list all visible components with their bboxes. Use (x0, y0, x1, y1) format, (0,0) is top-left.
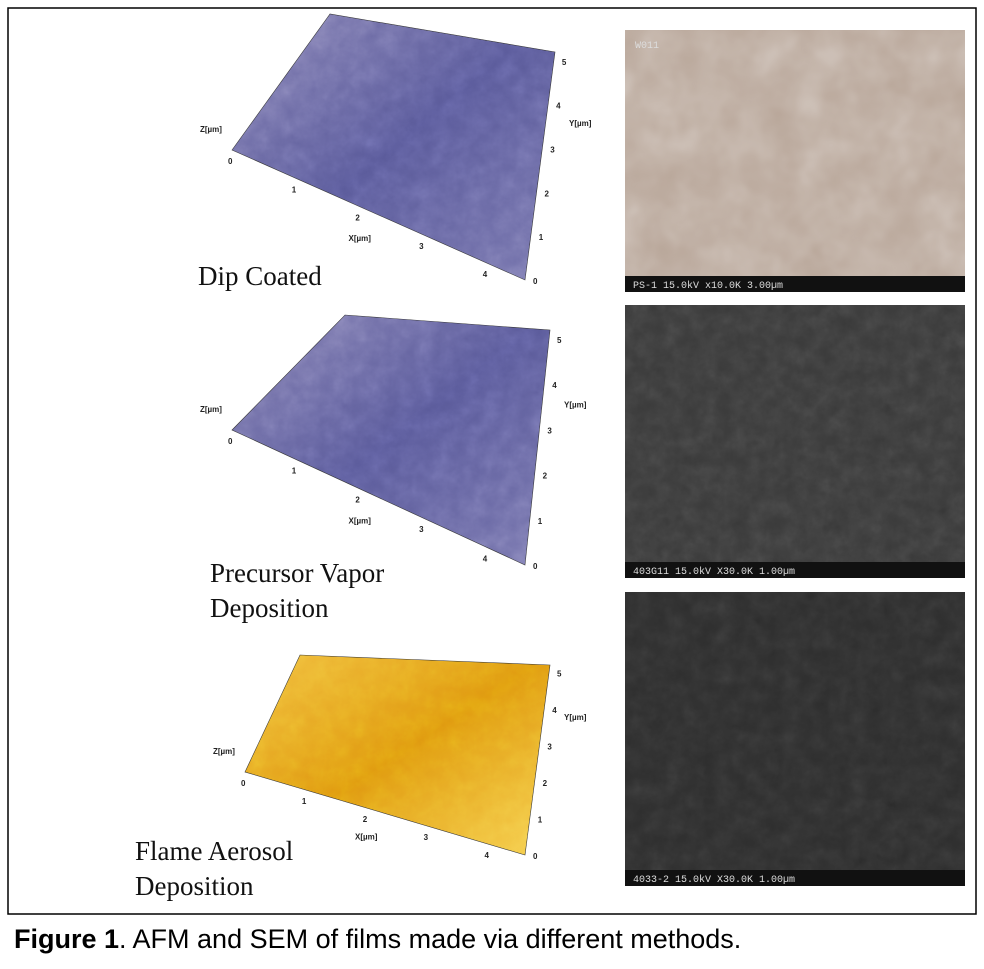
y-tick-label: 5 (562, 58, 567, 67)
panel-label: Deposition (135, 871, 254, 901)
sem-image: 4033-2 15.0kV X30.0K 1.00µm (625, 592, 965, 886)
y-tick-label: 3 (547, 742, 552, 751)
y-tick-label: 3 (550, 145, 555, 154)
x-tick-label: 4 (483, 554, 488, 563)
y-tick-label: 0 (533, 852, 538, 861)
y-tick-label: 1 (538, 815, 543, 824)
x-tick-label: 0 (241, 779, 246, 788)
y-axis-title: Y[µm] (569, 119, 592, 128)
y-tick-label: 5 (557, 669, 562, 678)
y-tick-label: 2 (545, 189, 550, 198)
y-tick-label: 1 (538, 517, 543, 526)
y-tick-label: 0 (533, 277, 538, 286)
sem-texture (625, 305, 965, 578)
z-axis-title: Z[µm] (213, 747, 235, 756)
afm-texture (232, 14, 555, 280)
y-tick-label: 2 (543, 472, 548, 481)
x-tick-label: 0 (228, 157, 233, 166)
caption-text: . AFM and SEM of films made via differen… (119, 924, 741, 954)
z-axis-title: Z[µm] (200, 405, 222, 414)
sem-texture (625, 592, 965, 886)
x-tick-label: 4 (483, 270, 488, 279)
y-tick-label: 1 (539, 233, 544, 242)
x-axis-title: X[µm] (355, 833, 378, 842)
x-axis-title: X[µm] (349, 234, 372, 243)
z-axis-title: Z[µm] (200, 125, 222, 134)
panel-label: Dip Coated (198, 261, 322, 291)
y-axis-title: Y[µm] (564, 401, 587, 410)
sem-image: 403G11 15.0kV X30.0K 1.00µm (625, 305, 965, 578)
sem-info: 403G11 15.0kV X30.0K 1.00µm (633, 566, 795, 578)
x-tick-label: 2 (355, 214, 360, 223)
afm-image: X[µm] Y[µm] Z[µm] 0 1 2 3 4 0 1 2 3 4 5 (200, 14, 592, 286)
caption-label: Figure 1 (14, 924, 119, 954)
y-tick-label: 4 (556, 102, 561, 111)
x-tick-label: 4 (484, 851, 489, 860)
sem-info: 4033-2 15.0kV X30.0K 1.00µm (633, 874, 795, 886)
y-tick-label: 4 (552, 381, 557, 390)
page: X[µm] Y[µm] Z[µm] 0 1 2 3 4 0 1 2 3 4 5 Dip Coated PS-1… (0, 0, 984, 969)
y-axis-title: Y[µm] (564, 713, 587, 722)
panel-label: Deposition (210, 593, 329, 623)
x-tick-label: 3 (419, 525, 424, 534)
x-tick-label: 2 (355, 496, 360, 505)
x-tick-label: 3 (419, 242, 424, 251)
sem-id: W011 (635, 41, 659, 52)
x-axis-title: X[µm] (349, 517, 372, 526)
x-tick-label: 2 (363, 815, 368, 824)
caption: Figure 1. AFM and SEM of films made via … (14, 924, 741, 955)
afm-texture (245, 655, 550, 855)
sem-info: PS-1 15.0kV x10.0K 3.00µm (633, 280, 783, 292)
afm-texture (232, 315, 550, 565)
y-tick-label: 4 (552, 706, 557, 715)
x-tick-label: 3 (424, 833, 429, 842)
panel-label: Precursor Vapor (210, 558, 384, 588)
x-tick-label: 1 (292, 185, 297, 194)
afm-image: X[µm] Y[µm] Z[µm] 0 1 2 3 4 0 1 2 3 4 5 (213, 655, 587, 861)
afm-image: X[µm] Y[µm] Z[µm] 0 1 2 3 4 0 1 2 3 4 5 (200, 315, 587, 571)
y-tick-label: 2 (543, 779, 548, 788)
y-tick-label: 3 (547, 426, 552, 435)
sem-texture (625, 30, 965, 292)
x-tick-label: 0 (228, 437, 233, 446)
y-tick-label: 0 (533, 562, 538, 571)
x-tick-label: 1 (302, 797, 307, 806)
figure: X[µm] Y[µm] Z[µm] 0 1 2 3 4 0 1 2 3 4 5 Dip Coated PS-1… (0, 0, 984, 969)
y-tick-label: 5 (557, 336, 562, 345)
x-tick-label: 1 (292, 466, 297, 475)
panel-label: Flame Aerosol (135, 836, 293, 866)
sem-image: PS-1 15.0kV x10.0K 3.00µm W011 (625, 30, 965, 292)
